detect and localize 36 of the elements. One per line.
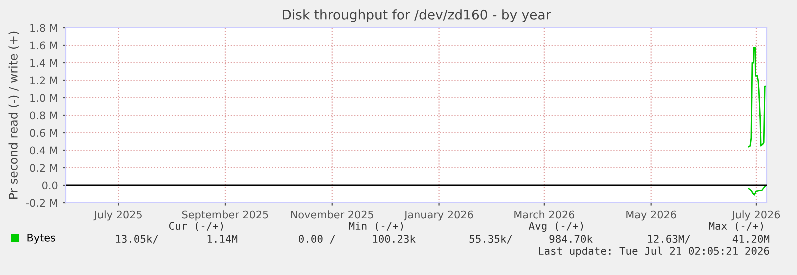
legend-label: Bytes (28, 234, 56, 244)
text: Last update: Tue Jul 21 02:05:21 2026 (539, 246, 770, 258)
text: Max (-/+) (709, 222, 764, 232)
y-tick-label: 0.6 M (30, 129, 58, 138)
text: 13.05k/ (116, 234, 158, 244)
text: 0.00 / (299, 235, 336, 244)
y-tick-label: 1.2 M (30, 76, 58, 84)
x-tick-label: May 2026 (626, 210, 676, 221)
text: 984.70k (550, 234, 593, 244)
y-tick-label: 1.6 M (30, 42, 58, 50)
y-tick-label: 0.2 M (30, 164, 58, 172)
text: 1.14M (208, 235, 238, 243)
y-tick-label: 0.4 M (30, 146, 58, 155)
y-tick-label: 1.0 M (30, 94, 58, 102)
y-tick-label: -0.2 M (26, 199, 58, 208)
text: 100.23k (373, 234, 416, 244)
y-axis-title: Pr second read (-) / write (+) (8, 32, 20, 199)
x-tick-label: July 2026 (732, 210, 780, 221)
chart-title: Disk throughput for /dev/zd160 - by year (283, 10, 552, 22)
line-series (748, 47, 766, 148)
x-tick-label: September 2025 (182, 210, 268, 221)
text: Cur (-/+) (169, 222, 224, 232)
text: Min (-/+) (349, 222, 404, 232)
y-tick-label: 0.0 (42, 182, 58, 190)
text: 12.63M/ (648, 235, 690, 244)
x-tick-label: January 2026 (404, 210, 474, 221)
y-tick-label: 1.8 M (30, 24, 58, 32)
x-tick-label: March 2026 (514, 210, 575, 219)
text: 55.35k/ (470, 234, 512, 244)
text: Avg (-/+) (528, 222, 584, 232)
x-tick-label: November 2025 (291, 210, 374, 219)
y-tick-label: 1.4 M (30, 59, 58, 67)
y-tick-label: 0.8 M (30, 112, 58, 120)
line-series (748, 186, 766, 196)
text: 41.20M (732, 235, 770, 244)
x-tick-label: July 2025 (94, 210, 142, 221)
